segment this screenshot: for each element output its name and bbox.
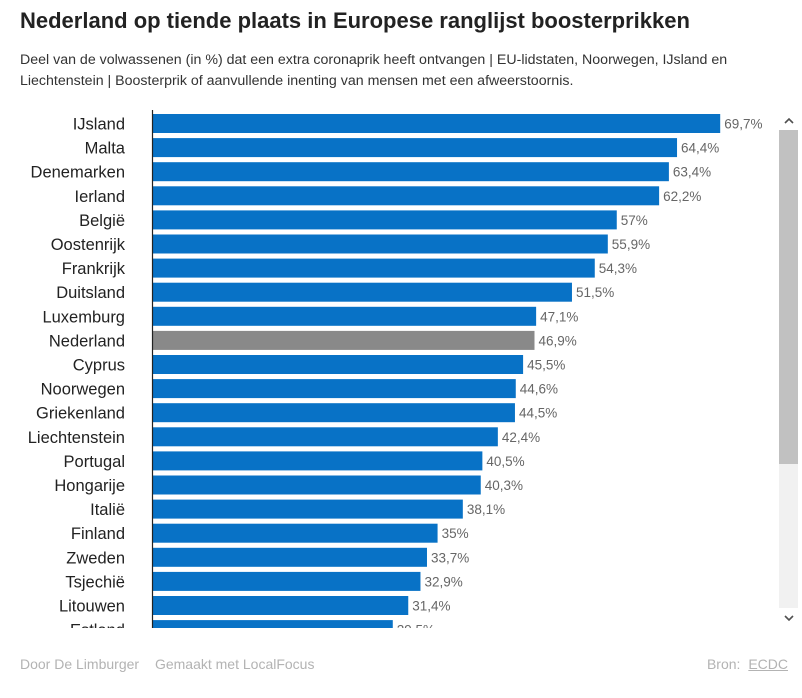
scrollbar[interactable] (779, 110, 798, 628)
chart-scroll-area[interactable]: IJsland 69,7% Malta 64,4% Denemarken 63,4% Ier… (0, 110, 778, 628)
bar-noorwegen (152, 379, 516, 399)
value-label-frankrijk: 54,3% (599, 261, 637, 276)
value-label-malta: 64,4% (681, 141, 719, 156)
bar-duitsland (152, 282, 572, 302)
bar-denemarken (152, 162, 669, 182)
bar-estland (152, 620, 393, 628)
category-label-portugal: Portugal (64, 453, 125, 471)
category-label-duitsland: Duitsland (56, 284, 125, 302)
category-label-zweden: Zweden (66, 549, 125, 567)
footer: Door De Limburger Gemaakt met LocalFocus… (0, 656, 802, 678)
value-label-italie: 38,1% (467, 502, 505, 517)
bar-belgie (152, 210, 617, 230)
bar-nederland (152, 330, 535, 350)
chevron-down-icon (783, 614, 794, 621)
value-label-portugal: 40,5% (486, 454, 524, 469)
value-label-cyprus: 45,5% (527, 358, 565, 373)
category-label-italie: Italië (90, 501, 125, 519)
value-label-finland: 35% (442, 526, 469, 541)
category-label-malta: Malta (85, 140, 126, 158)
value-label-litouwen: 31,4% (412, 599, 450, 614)
category-label-hongarije: Hongarije (54, 477, 125, 495)
category-label-luxemburg: Luxemburg (42, 308, 125, 326)
value-label-nederland: 46,9% (539, 333, 577, 348)
bar-litouwen (152, 596, 409, 615)
footer-source: Bron: ECDC (707, 656, 788, 672)
bar-cyprus (152, 355, 524, 374)
byline: Door De Limburger (20, 656, 140, 672)
chart-title: Nederland op tiende plaats in Europese r… (20, 8, 690, 33)
bar-finland (152, 523, 438, 543)
bar-hongarije (152, 475, 481, 495)
category-label-frankrijk: Frankrijk (62, 260, 126, 278)
bar-luxemburg (152, 306, 537, 326)
bar-frankrijk (152, 258, 595, 278)
category-label-griekenland: Griekenland (36, 405, 125, 423)
category-label-ierland: Ierland (75, 188, 125, 206)
source-link[interactable]: ECDC (748, 656, 788, 672)
category-label-ijsland: IJsland (73, 116, 125, 134)
category-label-noorwegen: Noorwegen (41, 381, 125, 399)
source-label: Bron: (706, 656, 741, 672)
scroll-thumb[interactable] (779, 130, 798, 464)
bar-malta (152, 138, 678, 158)
value-label-belgie: 57% (621, 213, 648, 228)
chevron-up-icon (783, 117, 794, 124)
category-label-oostenrijk: Oostenrijk (51, 236, 126, 254)
category-label-denemarken: Denemarken (31, 164, 125, 182)
value-label-noorwegen: 44,6% (520, 382, 558, 397)
bar-liechtenstein (152, 427, 498, 447)
bar-zweden (152, 547, 427, 567)
value-label-hongarije: 40,3% (485, 478, 523, 493)
bar-ierland (152, 186, 660, 206)
bar-ijsland (152, 114, 721, 133)
value-label-tsjechie: 32,9% (424, 574, 462, 589)
value-label-duitsland: 51,5% (576, 285, 614, 300)
bar-chart: IJsland 69,7% Malta 64,4% Denemarken 63,4% Ier… (28, 110, 762, 628)
scroll-down-button[interactable] (779, 610, 798, 626)
category-label-liechtenstein: Liechtenstein (28, 429, 125, 447)
value-label-ijsland: 69,7% (724, 117, 762, 132)
value-label-denemarken: 63,4% (673, 165, 711, 180)
value-label-oostenrijk: 55,9% (612, 237, 650, 252)
bar-oostenrijk (152, 234, 608, 254)
value-label-griekenland: 44,5% (519, 406, 557, 421)
category-label-nederland: Nederland (49, 332, 125, 350)
bar-griekenland (152, 403, 515, 423)
value-label-luxemburg: 47,1% (540, 309, 578, 324)
category-label-litouwen: Litouwen (59, 598, 125, 616)
made-with-link[interactable]: Gemaakt met LocalFocus (154, 656, 315, 672)
footer-credits: Door De Limburger Gemaakt met LocalFocus (20, 656, 326, 672)
bar-italie (152, 499, 463, 519)
category-label-belgie: België (79, 212, 125, 230)
value-label-ierland: 62,2% (663, 189, 701, 204)
bar-tsjechie (152, 571, 421, 591)
scroll-track[interactable] (779, 130, 798, 608)
category-label-estland: Estland (70, 622, 125, 628)
value-label-estland: 29,5% (397, 623, 435, 628)
value-label-liechtenstein: 42,4% (502, 430, 540, 445)
category-label-cyprus: Cyprus (73, 357, 125, 375)
category-label-tsjechie: Tsjechië (65, 573, 125, 591)
chart-subtitle: Deel van de volwassenen (in %) dat een e… (20, 52, 728, 89)
value-label-zweden: 33,7% (431, 550, 469, 565)
category-label-finland: Finland (71, 525, 125, 543)
bar-portugal (152, 451, 483, 471)
scroll-up-button[interactable] (779, 112, 798, 128)
